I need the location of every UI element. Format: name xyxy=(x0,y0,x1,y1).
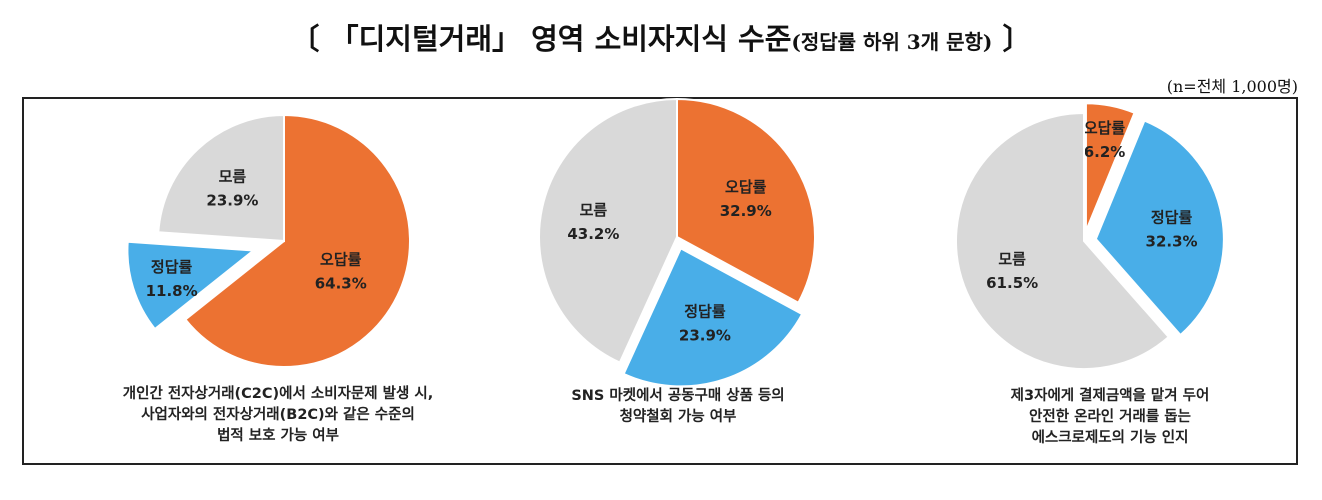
title-sub: (정답률 하위 3개 문항) xyxy=(791,30,993,54)
pie-slice-unknown xyxy=(538,97,678,364)
slice-value-correct: 11.8% xyxy=(146,282,198,300)
chart-title: 〔 「디지털거래」 영역 소비자지식 수준(정답률 하위 3개 문항) 〕 xyxy=(0,16,1322,58)
caption-line: 안전한 온라인 거래를 돕는 xyxy=(1029,409,1191,425)
slice-label-unknown: 모름 xyxy=(998,250,1026,268)
pie-slice-unknown xyxy=(955,111,1171,370)
title-close: 〕 xyxy=(992,22,1032,56)
pie-chart-1: 오답률 64.3% 정답률 11.8% 모름 23.9% xyxy=(126,113,411,368)
slice-label-wrong: 오답률 xyxy=(1084,119,1126,137)
slice-value-correct: 32.3% xyxy=(1146,232,1198,250)
sample-size-note: (n=전체 1,000명) xyxy=(1166,77,1298,96)
slice-label-unknown: 모름 xyxy=(580,201,608,219)
slice-label-correct: 정답률 xyxy=(684,302,726,320)
pie-slice-wrong xyxy=(184,113,411,368)
slice-value-correct: 23.9% xyxy=(679,326,731,344)
slice-value-unknown: 23.9% xyxy=(206,192,258,210)
charts-frame xyxy=(22,97,1298,465)
pie-slice-correct xyxy=(622,246,804,388)
pie-chart-3: 오답률 6.2% 정답률 32.3% 모름 61.5% xyxy=(955,102,1225,370)
slice-value-unknown: 61.5% xyxy=(986,274,1038,292)
caption-line: 사업자와의 전자상거래(B2C)와 같은 수준의 xyxy=(141,407,415,423)
slice-value-unknown: 43.2% xyxy=(567,225,619,243)
slice-value-wrong: 64.3% xyxy=(315,274,367,292)
caption-line: SNS 마켓에서 공동구매 상품 등의 xyxy=(571,388,785,404)
caption-line: 에스크로제도의 기능 인지 xyxy=(1031,430,1189,446)
pie-slice-correct xyxy=(1094,119,1225,337)
pie-slice-correct xyxy=(126,240,257,331)
title-main: 〔 「디지털거래」 영역 소비자지식 수준 xyxy=(290,22,792,56)
pie-3-caption: 제3자에게 결제금액을 맡겨 두어 안전한 온라인 거래를 돕는 에스크로제도의… xyxy=(900,386,1320,449)
caption-line: 법적 보호 가능 여부 xyxy=(217,428,339,444)
caption-line: 제3자에게 결제금액을 맡겨 두어 xyxy=(1010,388,1210,404)
slice-value-wrong: 32.9% xyxy=(720,202,772,220)
slice-label-correct: 정답률 xyxy=(151,258,193,276)
slice-label-unknown: 모름 xyxy=(219,168,247,186)
pie-chart-2: 오답률 32.9% 정답률 23.9% 모름 43.2% xyxy=(538,97,816,388)
pie-1-caption: 개인간 전자상거래(C2C)에서 소비자문제 발생 시, 사업자와의 전자상거래… xyxy=(18,384,538,447)
slice-value-wrong: 6.2% xyxy=(1084,143,1126,161)
pie-2-caption: SNS 마켓에서 공동구매 상품 등의 청약철회 가능 여부 xyxy=(488,386,868,428)
pie-slice-unknown xyxy=(157,113,285,243)
slice-label-wrong: 오답률 xyxy=(320,250,362,268)
pie-slice-wrong xyxy=(676,97,816,305)
slice-label-wrong: 오답률 xyxy=(725,178,767,196)
pie-slice-wrong xyxy=(1084,102,1136,232)
caption-line: 청약철회 가능 여부 xyxy=(619,409,737,425)
slice-label-correct: 정답률 xyxy=(1151,208,1193,226)
caption-line: 개인간 전자상거래(C2C)에서 소비자문제 발생 시, xyxy=(122,386,434,402)
